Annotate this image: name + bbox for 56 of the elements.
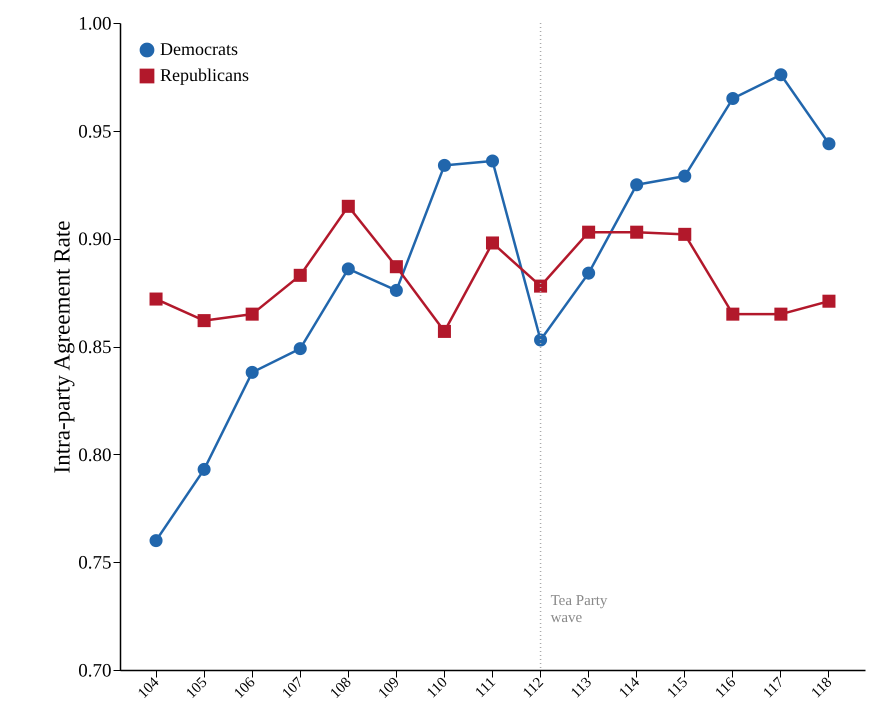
point bbox=[246, 366, 259, 379]
x-tick-label: 118 bbox=[808, 674, 836, 702]
y-axis-title: Intra-party Agreement Rate bbox=[49, 220, 74, 474]
x-tick-label: 108 bbox=[327, 674, 355, 702]
x-tick-label: 105 bbox=[183, 674, 210, 702]
point bbox=[678, 170, 692, 183]
point bbox=[582, 226, 596, 239]
y-tick-label: 0.80 bbox=[78, 444, 112, 466]
point bbox=[774, 68, 788, 82]
x-tick-label: 116 bbox=[712, 674, 740, 702]
y-tick-label: 0.75 bbox=[78, 552, 112, 574]
legend-label: Democrats bbox=[160, 39, 238, 59]
point bbox=[390, 284, 403, 297]
point bbox=[294, 268, 307, 282]
x-tick-label: 115 bbox=[664, 674, 692, 702]
x-tick-label: 111 bbox=[472, 674, 499, 701]
point bbox=[534, 280, 548, 293]
point bbox=[582, 266, 596, 280]
point bbox=[822, 137, 836, 150]
y-tick-label: 0.85 bbox=[78, 337, 112, 358]
legend-label: Republicans bbox=[160, 65, 249, 85]
point bbox=[198, 462, 211, 476]
point bbox=[678, 228, 692, 241]
point bbox=[534, 334, 548, 347]
point bbox=[342, 200, 355, 213]
point bbox=[630, 226, 644, 239]
point bbox=[150, 534, 163, 548]
x-tick-label: 112 bbox=[520, 674, 547, 702]
point bbox=[774, 308, 788, 321]
point bbox=[246, 308, 259, 321]
point bbox=[390, 260, 403, 274]
x-tick-label: 117 bbox=[760, 674, 788, 702]
point bbox=[630, 178, 644, 192]
point bbox=[438, 158, 451, 172]
point bbox=[150, 292, 163, 306]
point bbox=[198, 314, 211, 328]
x-tick-label: 110 bbox=[424, 674, 451, 702]
x-tick-label: 106 bbox=[231, 674, 259, 702]
x-tick-label: 107 bbox=[279, 674, 307, 702]
x-tick-label: 114 bbox=[616, 674, 644, 702]
y-tick-label: 1.00 bbox=[78, 14, 112, 34]
point bbox=[342, 262, 355, 276]
point bbox=[294, 342, 307, 356]
point bbox=[438, 324, 451, 338]
point bbox=[486, 236, 500, 250]
point bbox=[822, 294, 836, 308]
x-tick-label: 109 bbox=[376, 674, 403, 702]
point bbox=[726, 308, 740, 321]
x-tick-label: 104 bbox=[135, 674, 163, 702]
y-tick-label: 0.95 bbox=[78, 121, 112, 142]
y-tick-label: 0.70 bbox=[78, 660, 112, 682]
x-tick-label: 113 bbox=[568, 674, 595, 702]
ref-line-label: Tea Party wave bbox=[550, 593, 608, 626]
point bbox=[486, 154, 500, 168]
y-tick-label: 0.90 bbox=[78, 229, 112, 250]
point bbox=[726, 92, 740, 105]
